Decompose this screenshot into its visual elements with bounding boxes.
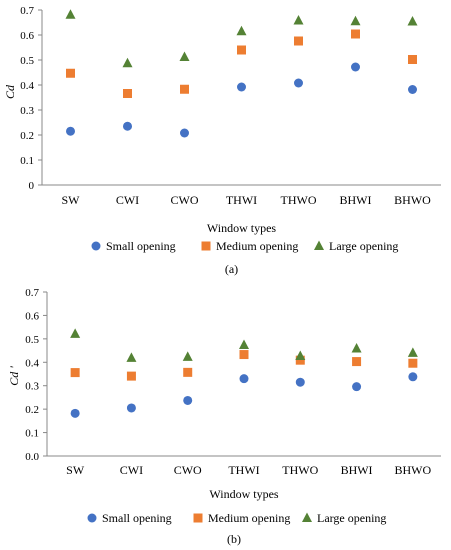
x-axis-title: Window types	[209, 487, 279, 501]
y-tick-label: 0.1	[20, 155, 34, 167]
point-circle	[70, 408, 80, 418]
point-square	[237, 45, 246, 55]
point-circle	[237, 82, 246, 92]
point-circle	[126, 403, 136, 413]
legend-label: Large opening	[317, 511, 386, 525]
y-tick-label: 0.4	[25, 357, 39, 369]
legend-marker-triangle	[302, 512, 312, 522]
point-triangle	[182, 351, 193, 361]
point-triangle	[407, 347, 418, 357]
point-circle	[239, 374, 249, 384]
x-tick-label: THWO	[282, 463, 318, 477]
x-tick-label: BHWI	[340, 193, 372, 207]
y-tick-label: 0.7	[25, 287, 39, 299]
x-tick-label: CWO	[171, 193, 199, 207]
x-tick-label: BHWO	[394, 193, 431, 207]
point-square	[239, 350, 249, 360]
x-axis-title: Window types	[207, 221, 277, 235]
x-tick-label: THWI	[228, 463, 259, 477]
legend-marker-square	[193, 513, 203, 523]
legend-marker-circle	[91, 241, 101, 251]
x-tick-label: BHWO	[395, 463, 432, 477]
y-tick-label: 0.5	[20, 55, 34, 67]
point-circle	[295, 377, 305, 387]
point-circle	[294, 78, 303, 88]
y-tick-label: 0.2	[20, 130, 34, 142]
y-tick-label: 0.3	[20, 105, 34, 117]
point-triangle	[293, 15, 304, 25]
point-square	[351, 29, 360, 39]
point-triangle	[239, 339, 249, 349]
y-tick-label: 0.0	[25, 451, 39, 463]
point-square	[180, 84, 189, 94]
legend-marker-triangle	[314, 240, 324, 250]
point-circle	[408, 85, 417, 94]
point-square	[408, 55, 417, 64]
y-tick-label: 0.5	[25, 334, 39, 346]
point-square	[126, 371, 136, 381]
y-tick-label: 0.2	[25, 404, 39, 416]
point-triangle	[122, 57, 133, 68]
y-tick-label: 0.6	[20, 30, 34, 42]
point-circle	[183, 395, 193, 405]
point-circle	[351, 62, 360, 72]
point-circle	[180, 128, 189, 138]
point-circle	[66, 126, 75, 136]
legend-label: Medium opening	[216, 239, 298, 253]
point-square	[295, 355, 305, 365]
legend-label: Small opening	[102, 511, 172, 525]
chart-2: 0.0 0.1 0.2 0.3 0.4 0.5 0.6 0.7 SW CWI CWO THWI THWO…	[7, 287, 441, 546]
point-square	[408, 358, 418, 368]
point-square	[294, 36, 303, 46]
y-tick-label: 0.4	[20, 80, 34, 92]
y-tick-label: 0.6	[25, 310, 39, 322]
point-triangle	[351, 342, 362, 353]
x-tick-label: BHWI	[341, 463, 373, 477]
point-square	[66, 68, 75, 78]
legend-label: Medium opening	[208, 511, 290, 525]
x-tick-label: THWI	[226, 193, 257, 207]
x-tick-label: CWO	[174, 463, 202, 477]
legend-marker-circle	[87, 513, 97, 523]
point-square	[123, 89, 132, 98]
y-axis-title: Cd '	[7, 366, 21, 386]
x-tick-label: THWO	[281, 193, 317, 207]
panel-label: (a)	[225, 262, 238, 276]
point-circle	[123, 121, 132, 131]
y-tick-label: 0.7	[20, 5, 34, 17]
point-square	[183, 367, 193, 377]
point-triangle	[126, 352, 137, 362]
x-tick-label: CWI	[116, 193, 139, 207]
legend: Small opening Medium opening Large opening	[91, 239, 398, 253]
legend-label: Small opening	[106, 239, 176, 253]
legend-marker-square	[201, 241, 211, 251]
chart-1: 0 0.1 0.2 0.3 0.4 0.5 0.6 0.7 SW CWI CWO THWI THWO BH…	[3, 5, 441, 276]
point-circle	[408, 372, 418, 382]
legend: Small opening Medium opening Large opening	[87, 511, 386, 525]
point-triangle	[350, 15, 361, 26]
legend-label: Large opening	[329, 239, 398, 253]
x-tick-label: SW	[66, 463, 85, 477]
point-triangle	[179, 51, 190, 61]
y-tick-label: 0	[29, 180, 35, 192]
point-triangle	[236, 25, 247, 36]
point-triangle	[407, 16, 418, 26]
point-triangle	[295, 350, 306, 360]
point-square	[352, 357, 362, 367]
point-triangle	[70, 328, 81, 338]
x-tick-label: CWI	[120, 463, 143, 477]
y-axis-title: Cd	[3, 84, 17, 99]
point-square	[70, 368, 80, 378]
point-circle	[352, 382, 362, 392]
panel-label: (b)	[227, 532, 241, 546]
y-tick-label: 0.3	[25, 381, 39, 393]
point-triangle	[65, 9, 76, 19]
y-tick-label: 0.1	[25, 428, 39, 440]
x-tick-label: SW	[62, 193, 81, 207]
